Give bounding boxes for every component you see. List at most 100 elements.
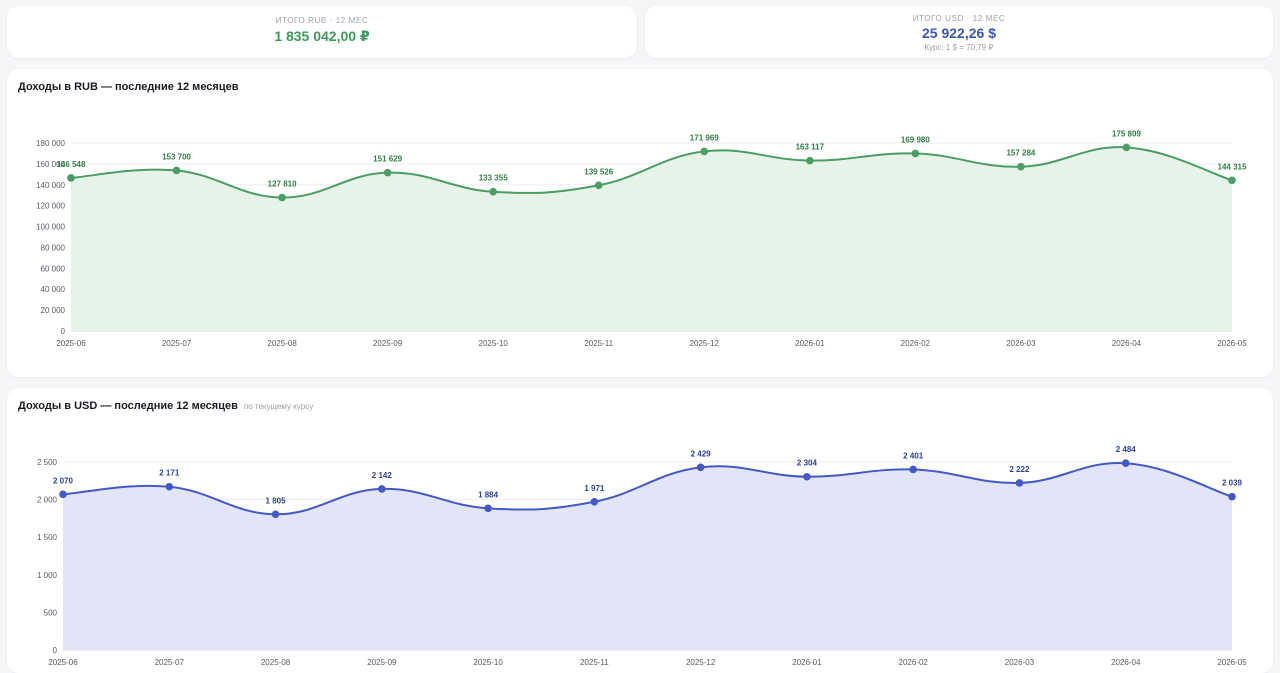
usd-data-point[interactable]	[1121, 459, 1130, 468]
rub-y-tick-label: 20 000	[41, 306, 66, 315]
rub-data-label: 171 969	[690, 133, 719, 142]
rub-x-tick-label: 2025-09	[373, 339, 403, 348]
rub-data-label: 153 700	[162, 152, 191, 161]
rub-data-point[interactable]	[278, 193, 286, 202]
rub-x-tick-label: 2025-06	[56, 339, 86, 348]
usd-x-tick-label: 2025-06	[48, 658, 78, 667]
usd-chart: 0 500 1 000 1 500 2 000 2 500 2025-06 2025-07 20…	[37, 445, 1247, 667]
rub-data-point[interactable]	[383, 168, 392, 177]
usd-y-tick-label: 0	[53, 646, 58, 655]
rub-data-label: 133 355	[479, 174, 508, 183]
usd-chart-card: Доходы в USD — последние 12 месяцев по те…	[7, 388, 1273, 673]
rub-x-tick-label: 2025-11	[584, 339, 613, 348]
usd-total-label: ИТОГО USD · 12 МЕС	[912, 14, 1006, 23]
rub-x-tick-label: 2026-03	[1006, 339, 1036, 348]
usd-x-tick-label: 2025-08	[261, 658, 291, 667]
usd-data-label: 2 484	[1116, 445, 1137, 454]
usd-data-point[interactable]	[1228, 492, 1236, 501]
rub-total-label: ИТОГО RUB · 12 МЕС	[275, 16, 369, 25]
rub-chart-card: Доходы в RUB — последние 12 месяцев 0 20 …	[7, 69, 1273, 377]
usd-chart-title-text: Доходы в USD — последние 12 месяцев	[18, 400, 238, 412]
usd-area-fill	[63, 462, 1232, 650]
rub-x-tick-label: 2025-07	[162, 339, 192, 348]
usd-x-tick-label: 2026-01	[792, 658, 822, 667]
rub-data-point[interactable]	[1228, 176, 1236, 185]
usd-rate-note: Курс: 1 $ = 70,79 ₽	[924, 43, 994, 52]
rub-series-line	[70, 146, 1233, 199]
rub-data-label: 175 809	[1112, 129, 1141, 138]
rub-data-label: 139 526	[584, 167, 613, 176]
usd-y-tick-label: 500	[44, 608, 58, 617]
usd-data-label: 1 971	[584, 484, 605, 493]
rub-y-tick-label: 40 000	[41, 285, 66, 294]
rub-data-point[interactable]	[1122, 143, 1131, 152]
usd-data-point[interactable]	[484, 504, 492, 513]
rub-data-label: 163 117	[796, 143, 825, 152]
usd-x-tick-label: 2026-03	[1005, 658, 1035, 667]
usd-data-label: 2 142	[372, 471, 393, 480]
rub-data-label: 127 810	[268, 180, 297, 189]
usd-y-tick-label: 2 500	[37, 458, 58, 467]
rub-total-value: 1 835 042,00 ₽	[274, 28, 370, 44]
rub-data-label: 144 315	[1218, 162, 1247, 171]
usd-data-point[interactable]	[696, 463, 705, 472]
rub-data-point[interactable]	[1017, 162, 1025, 171]
rub-data-point[interactable]	[67, 174, 75, 182]
usd-x-tick-label: 2025-07	[155, 658, 185, 667]
usd-x-tick-label: 2025-10	[473, 658, 503, 667]
usd-data-point[interactable]	[909, 465, 917, 474]
usd-x-tick-label: 2026-05	[1217, 658, 1247, 667]
usd-x-tick-label: 2026-04	[1111, 658, 1141, 667]
rub-chart: 0 20 000 40 000 60 000 80 000 100 000 120 000 1…	[36, 129, 1247, 348]
usd-series-line	[62, 462, 1233, 516]
usd-data-label: 2 429	[691, 449, 712, 458]
rub-total-card: ИТОГО RUB · 12 МЕС 1 835 042,00 ₽	[7, 6, 637, 58]
rub-data-point[interactable]	[700, 147, 709, 156]
usd-data-label: 2 039	[1222, 479, 1243, 488]
usd-data-point[interactable]	[590, 497, 599, 506]
usd-data-label: 2 401	[903, 451, 924, 460]
rub-y-tick-label: 120 000	[36, 202, 65, 211]
rub-y-tick-label: 160 000	[36, 160, 65, 169]
usd-data-point[interactable]	[271, 510, 280, 519]
rub-chart-title: Доходы в RUB — последние 12 месяцев	[18, 81, 238, 93]
rub-data-point[interactable]	[806, 156, 814, 165]
rub-area-fill	[71, 147, 1232, 331]
rub-x-tick-label: 2026-01	[795, 339, 825, 348]
rub-data-point[interactable]	[489, 187, 497, 196]
rub-chart-title-text: Доходы в RUB — последние 12 месяцев	[18, 81, 239, 93]
usd-y-tick-label: 1 500	[37, 533, 58, 542]
usd-chart-title: Доходы в USD — последние 12 месяцев по те…	[18, 400, 313, 412]
rub-data-point[interactable]	[172, 166, 181, 175]
usd-data-point[interactable]	[59, 490, 67, 499]
rub-data-label: 157 284	[1006, 149, 1035, 158]
rub-data-label: 169 980	[901, 135, 930, 144]
rub-x-tick-label: 2026-05	[1217, 339, 1247, 348]
usd-data-point[interactable]	[378, 485, 386, 493]
rub-data-point[interactable]	[911, 149, 920, 158]
rub-y-tick-label: 60 000	[41, 264, 66, 273]
usd-total-value: 25 922,26 $	[922, 25, 996, 41]
usd-data-label: 2 304	[797, 459, 818, 468]
rub-data-label: 146 548	[57, 160, 86, 169]
rub-y-tick-label: 100 000	[36, 223, 65, 232]
usd-data-label: 1 805	[266, 496, 287, 505]
usd-data-label: 2 222	[1009, 465, 1030, 474]
usd-data-label: 2 070	[53, 476, 74, 485]
usd-x-tick-label: 2025-11	[580, 658, 609, 667]
usd-chart-subtitle: по текущему курсу	[243, 402, 314, 411]
usd-data-label: 1 884	[478, 490, 499, 499]
rub-x-tick-label: 2025-12	[690, 339, 720, 348]
rub-x-tick-label: 2026-02	[901, 339, 931, 348]
usd-y-tick-label: 2 000	[37, 496, 58, 505]
usd-x-tick-label: 2025-12	[686, 658, 716, 667]
usd-data-point[interactable]	[165, 482, 174, 491]
usd-y-tick-label: 1 000	[37, 571, 58, 580]
usd-total-card: ИТОГО USD · 12 МЕС 25 922,26 $ Курс: 1 $…	[645, 6, 1273, 58]
usd-data-point[interactable]	[803, 472, 811, 481]
usd-x-tick-label: 2025-09	[367, 658, 397, 667]
rub-y-tick-label: 0	[61, 327, 66, 336]
rub-x-tick-label: 2025-10	[479, 339, 509, 348]
rub-data-point[interactable]	[594, 181, 603, 190]
usd-data-point[interactable]	[1015, 479, 1024, 487]
